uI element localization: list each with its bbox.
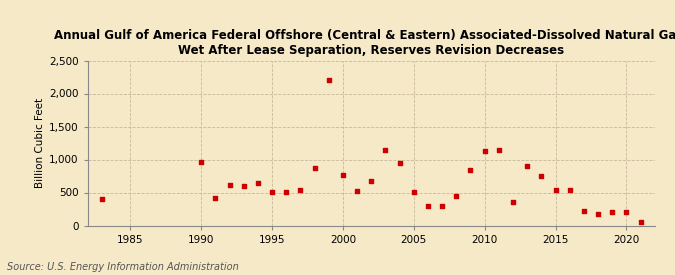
- Point: [97, 197, 107, 201]
- Point: [621, 210, 632, 214]
- Point: [635, 219, 646, 224]
- Point: [281, 190, 292, 194]
- Point: [238, 184, 249, 188]
- Point: [408, 190, 419, 194]
- Point: [451, 194, 462, 198]
- Point: [493, 148, 504, 152]
- Point: [479, 149, 490, 153]
- Point: [352, 188, 362, 193]
- Point: [366, 178, 377, 183]
- Point: [423, 204, 433, 208]
- Point: [437, 204, 448, 208]
- Point: [196, 160, 207, 164]
- Point: [380, 148, 391, 152]
- Point: [267, 190, 277, 194]
- Point: [338, 173, 348, 178]
- Point: [550, 188, 561, 192]
- Y-axis label: Billion Cubic Feet: Billion Cubic Feet: [35, 98, 45, 188]
- Point: [508, 200, 518, 204]
- Point: [224, 182, 235, 187]
- Point: [309, 166, 320, 170]
- Point: [522, 164, 533, 168]
- Point: [252, 181, 263, 185]
- Point: [465, 168, 476, 172]
- Point: [607, 210, 618, 214]
- Text: Source: U.S. Energy Information Administration: Source: U.S. Energy Information Administ…: [7, 262, 238, 272]
- Point: [295, 188, 306, 192]
- Point: [394, 161, 405, 165]
- Point: [536, 174, 547, 178]
- Point: [593, 211, 603, 216]
- Point: [578, 209, 589, 213]
- Point: [564, 188, 575, 192]
- Point: [323, 78, 334, 82]
- Point: [210, 196, 221, 200]
- Title: Annual Gulf of America Federal Offshore (Central & Eastern) Associated-Dissolved: Annual Gulf of America Federal Offshore …: [54, 29, 675, 57]
